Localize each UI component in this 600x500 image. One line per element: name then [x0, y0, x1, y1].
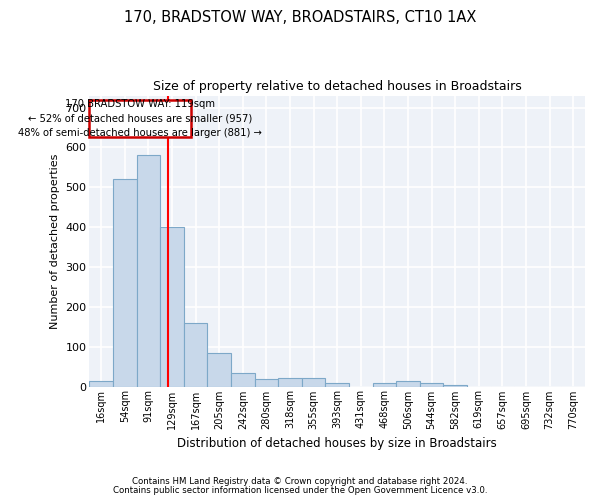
Text: Contains public sector information licensed under the Open Government Licence v3: Contains public sector information licen… [113, 486, 487, 495]
FancyBboxPatch shape [89, 100, 191, 138]
Bar [231, 372, 254, 386]
Text: 170, BRADSTOW WAY, BROADSTAIRS, CT10 1AX: 170, BRADSTOW WAY, BROADSTAIRS, CT10 1AX [124, 10, 476, 25]
Bar [208, 352, 231, 386]
Bar [137, 156, 160, 386]
Bar [160, 227, 184, 386]
Bar [113, 180, 137, 386]
Bar [184, 322, 208, 386]
Text: Contains HM Land Registry data © Crown copyright and database right 2024.: Contains HM Land Registry data © Crown c… [132, 477, 468, 486]
Bar [302, 378, 325, 386]
Bar [278, 378, 302, 386]
Bar [420, 382, 443, 386]
Bar [396, 380, 420, 386]
Bar [89, 380, 113, 386]
Bar [254, 378, 278, 386]
Bar [325, 382, 349, 386]
Bar [443, 384, 467, 386]
Y-axis label: Number of detached properties: Number of detached properties [50, 154, 60, 328]
Bar [373, 382, 396, 386]
Text: 170 BRADSTOW WAY: 119sqm
← 52% of detached houses are smaller (957)
48% of semi-: 170 BRADSTOW WAY: 119sqm ← 52% of detach… [18, 98, 262, 138]
X-axis label: Distribution of detached houses by size in Broadstairs: Distribution of detached houses by size … [177, 437, 497, 450]
Title: Size of property relative to detached houses in Broadstairs: Size of property relative to detached ho… [153, 80, 521, 93]
